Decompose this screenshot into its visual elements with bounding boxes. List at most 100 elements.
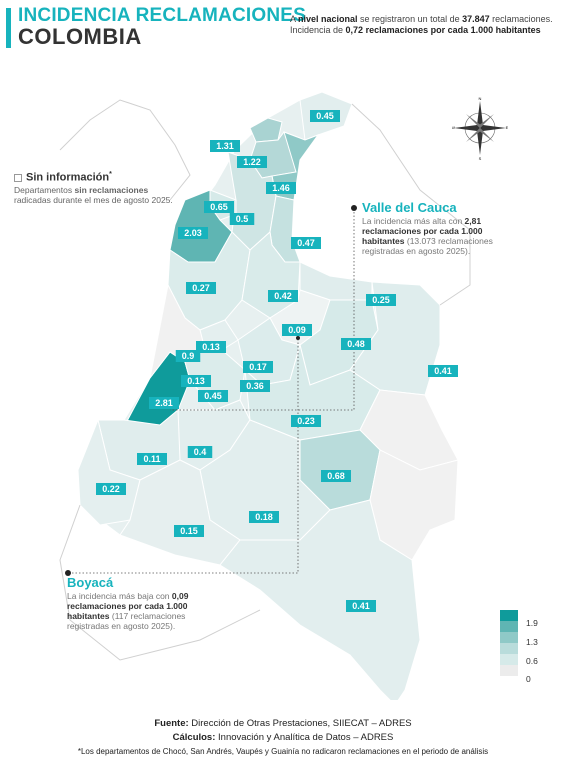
department-value-label: 0.4 [187, 446, 213, 458]
dept-putumayo [119, 459, 241, 566]
department-label-text: 0.23 [297, 416, 315, 426]
valle-callout: Valle del Cauca La incidencia más alta c… [362, 200, 527, 256]
department-label-text: 0.9 [182, 351, 195, 361]
dept-atlantico [249, 117, 283, 143]
department-label-text: 0.47 [297, 238, 315, 248]
department-value-label: 0.65 [204, 201, 234, 213]
department-label-text: 0.41 [434, 366, 452, 376]
department-label-box [240, 380, 270, 392]
department-label-text: 0.4 [194, 447, 207, 457]
department-label-text: 0.25 [372, 295, 390, 305]
department-value-label: 1.31 [210, 140, 240, 152]
department-label-text: 0.11 [143, 454, 160, 464]
footer-note: *Los departamentos de Chocó, San Andrés,… [77, 747, 489, 756]
sin-informacion-note: Sin información* Departamentos sin recla… [14, 171, 173, 205]
department-label-text: 1.31 [216, 141, 234, 151]
department-value-label: 0.27 [186, 282, 216, 294]
legend-label: 0 [526, 674, 531, 684]
legend-swatch-1 [500, 610, 518, 621]
department-label-box [310, 110, 340, 122]
department-value-label: 1.22 [237, 156, 267, 168]
department-label-text: 0.45 [204, 391, 222, 401]
department-label-text: 0.09 [288, 325, 306, 335]
department-value-label: 0.42 [268, 290, 298, 302]
department-label-box [366, 294, 396, 306]
department-value-label: 0.45 [198, 390, 228, 402]
page-title: INCIDENCIA RECLAMACIONES [18, 5, 307, 26]
department-label-box [321, 470, 351, 482]
department-label-text: 0.36 [246, 381, 264, 391]
department-label-text: 0.42 [274, 291, 292, 301]
department-label-box [291, 415, 321, 427]
department-label-box [268, 290, 298, 302]
colombia-map: 0.45 1.31 1.22 1.46 0.65 0.5 2.03 0.47 0.27 0.42 0… [59, 91, 471, 700]
department-label-box [291, 237, 321, 249]
valle-callout-title: Valle del Cauca [362, 200, 457, 215]
panama-outline [59, 99, 191, 201]
department-label-box [229, 213, 255, 225]
department-label-box [175, 350, 201, 362]
empty-box-icon [14, 173, 22, 182]
legend-swatch-3 [500, 632, 518, 643]
ecuador-peru-outline [59, 504, 261, 661]
legend-label: 1.9 [526, 618, 538, 628]
department-label-text: 0.13 [202, 342, 220, 352]
department-label-box [204, 201, 234, 213]
department-label-box [198, 390, 228, 402]
department-label-text: 0.27 [192, 283, 210, 293]
department-value-label: 0.22 [96, 483, 126, 495]
page-subtitle: COLOMBIA [18, 24, 142, 49]
department-label-text: 0.18 [255, 512, 273, 522]
department-value-label: 0.45 [310, 110, 340, 122]
department-label-box [181, 375, 211, 387]
department-value-label: 0.23 [291, 415, 321, 427]
department-label-text: 0.13 [187, 376, 205, 386]
department-label-box [210, 140, 240, 152]
department-label-box [237, 156, 267, 168]
footer-fuente: Fuente: Dirección de Otras Prestaciones,… [154, 718, 412, 729]
department-label-box [428, 365, 458, 377]
department-label-text: 2.03 [184, 228, 202, 238]
boyaca-callout-dot [65, 570, 71, 576]
department-value-label: 0.68 [321, 470, 351, 482]
department-label-text: 2.81 [155, 398, 173, 408]
legend-swatch-5 [500, 654, 518, 665]
department-label-box [174, 525, 204, 537]
department-value-label: 0.41 [346, 600, 376, 612]
legend-swatch-6 [500, 665, 518, 676]
footer-calculos: Cálculos: Innovación y Analítica de Dato… [172, 732, 394, 743]
svg-text:S: S [479, 156, 482, 161]
boyaca-marker [296, 336, 300, 340]
boyaca-callout-title: Boyacá [67, 575, 114, 590]
svg-text:E: E [506, 125, 508, 130]
department-value-label: 0.36 [240, 380, 270, 392]
department-label-box [266, 182, 296, 194]
department-label-text: 0.5 [236, 214, 249, 224]
department-label-box [346, 600, 376, 612]
department-value-label: 0.48 [341, 338, 371, 350]
department-value-label: 0.41 [428, 365, 458, 377]
compass-rose-icon: N S E W [452, 96, 508, 161]
department-label-box [137, 453, 167, 465]
legend-label: 0.6 [526, 656, 538, 666]
department-value-label: 0.17 [243, 361, 273, 373]
legend-swatch-4 [500, 643, 518, 654]
department-label-box [249, 511, 279, 523]
boyaca-callout: Boyacá La incidencia más baja con 0,09 r… [67, 575, 227, 631]
legend-swatch-2 [500, 621, 518, 632]
title-accent-bar [6, 8, 11, 48]
department-value-label: 0.5 [229, 213, 255, 225]
department-label-text: 0.15 [180, 526, 198, 536]
department-label-text: 0.45 [316, 111, 334, 121]
department-value-label: 0.9 [175, 350, 201, 362]
department-label-box [149, 397, 179, 409]
valle-callout-dot [351, 205, 357, 211]
department-value-label: 0.11 [137, 453, 167, 465]
department-value-label: 0.09 [282, 324, 312, 336]
department-value-label: 0.25 [366, 294, 396, 306]
department-label-text: 0.17 [249, 362, 267, 372]
venezuela-outline [351, 103, 471, 306]
department-value-label: 0.18 [249, 511, 279, 523]
department-label-text: 1.22 [243, 157, 261, 167]
department-value-label: 2.81 [149, 397, 179, 409]
